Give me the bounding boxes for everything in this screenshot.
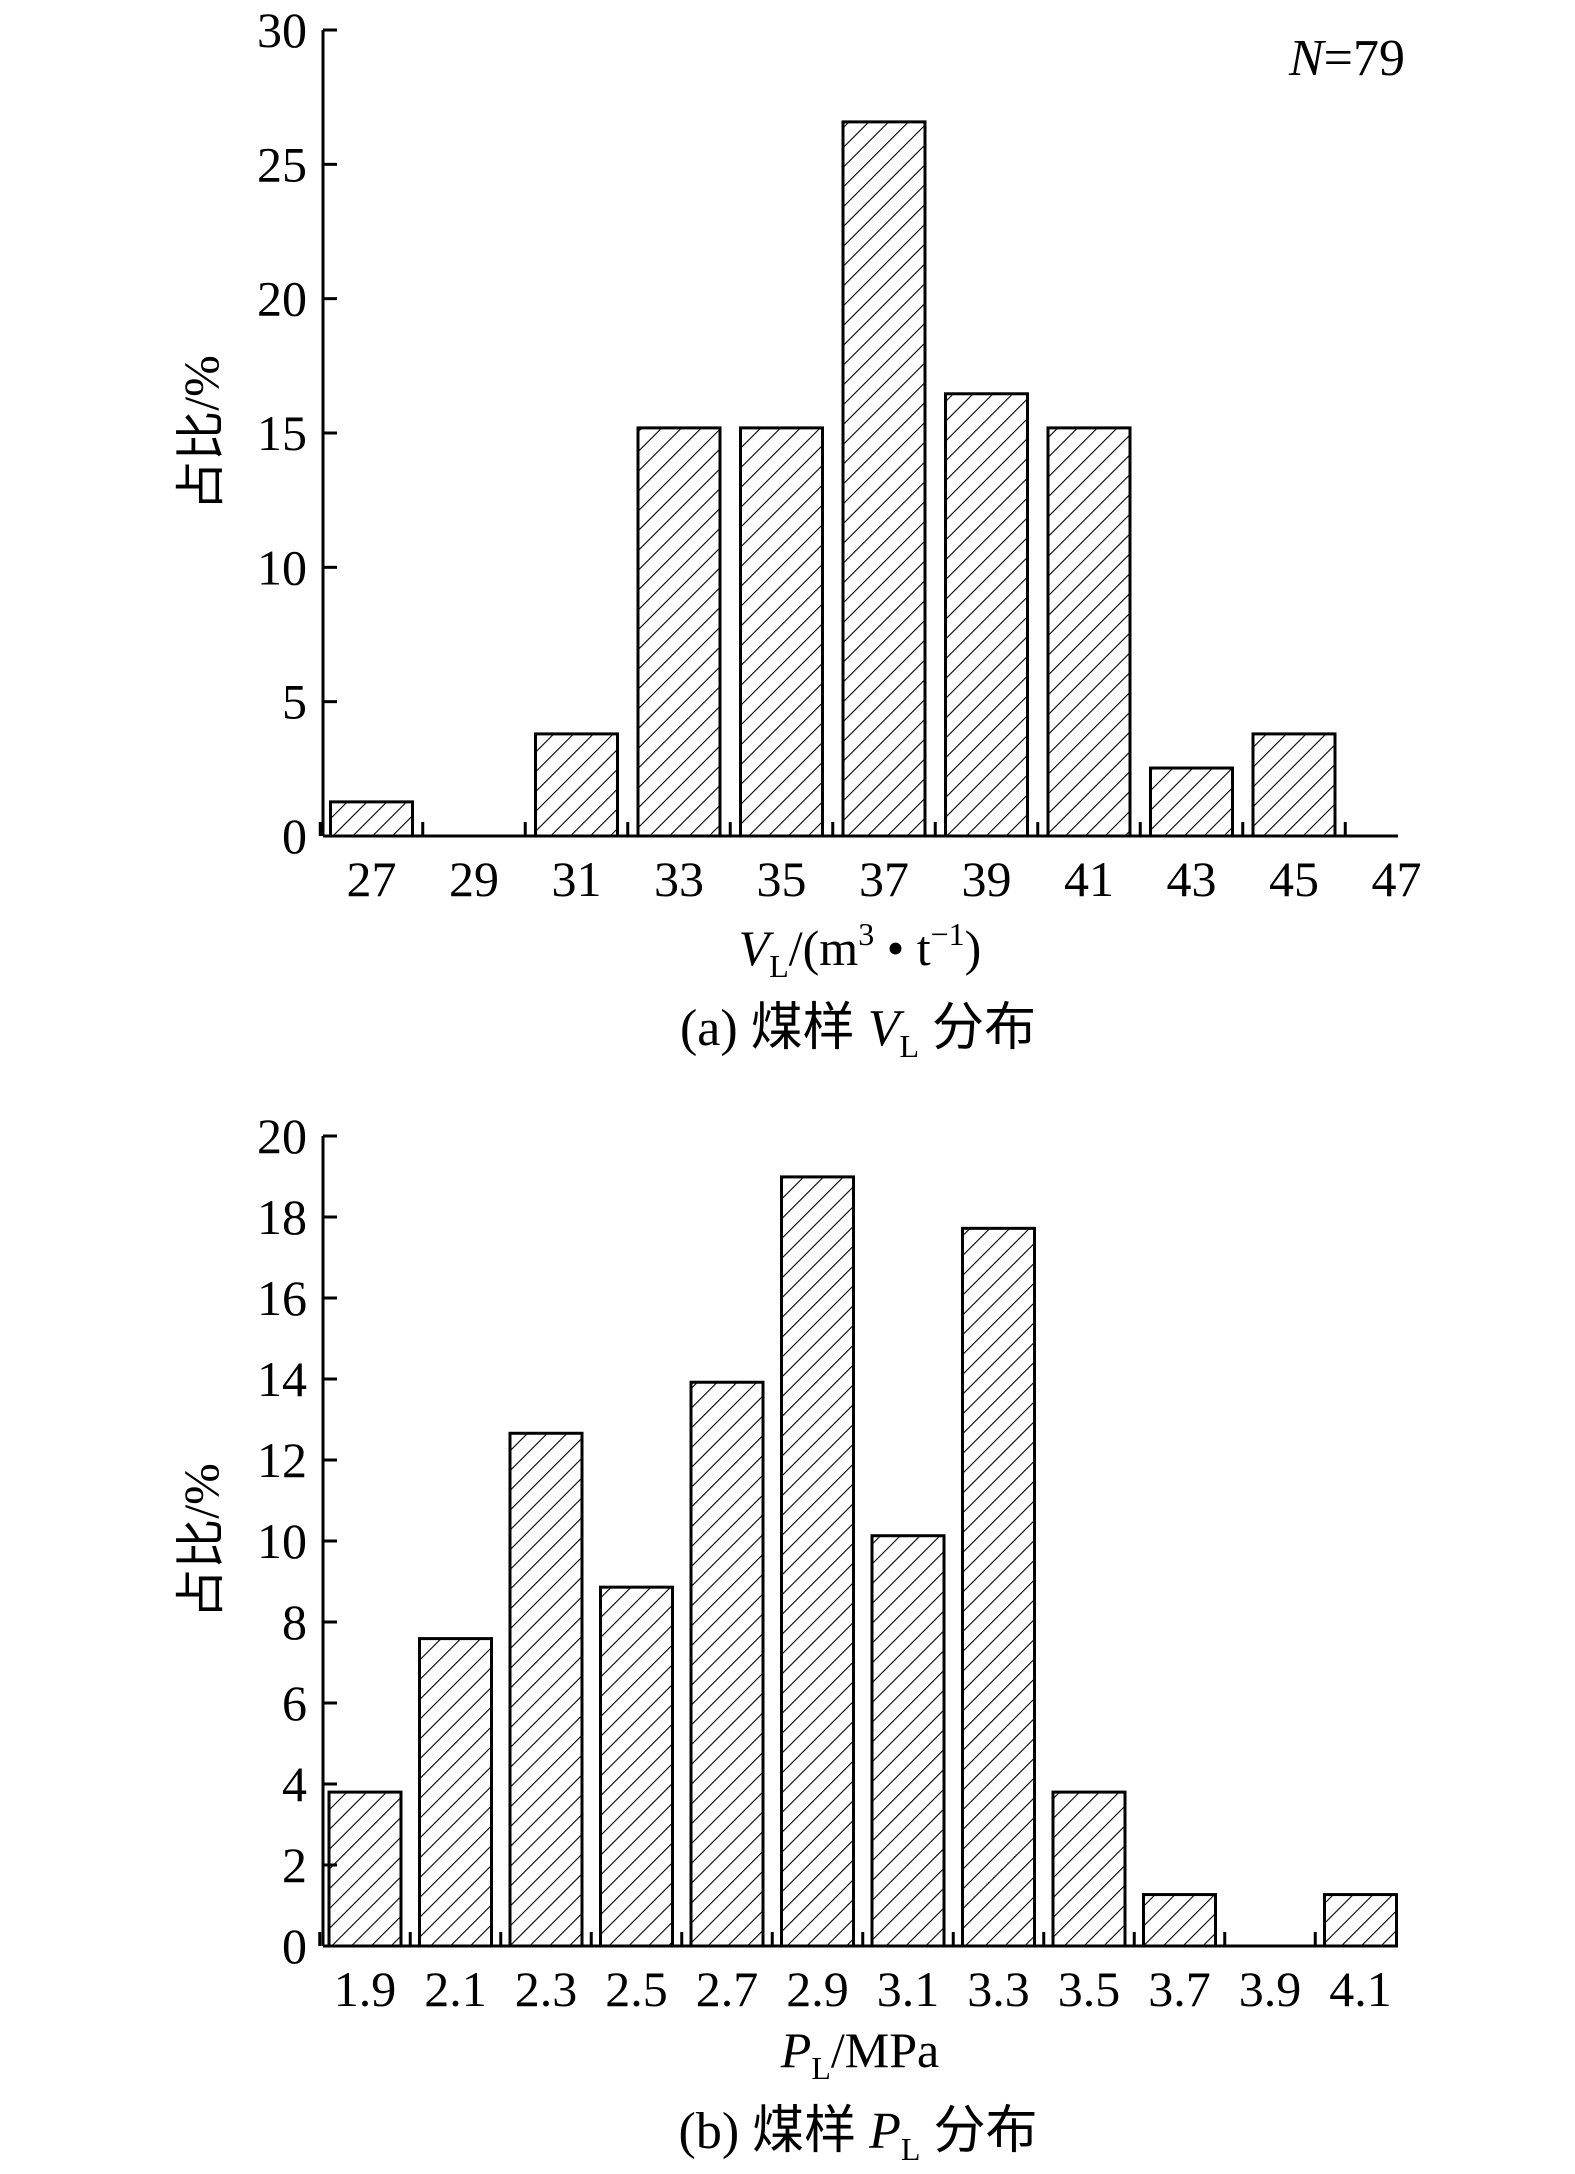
y-tick-label: 8	[282, 1594, 307, 1650]
x-tick-label: 3.3	[967, 1961, 1030, 2017]
chart-b-x-label: PL/MPa	[780, 2022, 939, 2086]
bar	[508, 1431, 584, 1948]
y-tick-label: 20	[257, 271, 307, 327]
bar	[418, 1637, 493, 1948]
x-tick-label: 2.5	[605, 1961, 668, 2017]
bar	[327, 1790, 403, 1948]
bar	[780, 1175, 855, 1948]
chart-b-y-ticks: 0 2 4 6 8 10 12 14 16 18 20	[257, 1108, 337, 1974]
bar	[1149, 766, 1234, 838]
x-tick-label: 2.1	[424, 1961, 487, 2017]
y-tick-label: 0	[282, 1918, 307, 1974]
bar	[1051, 1790, 1127, 1948]
chart-a-x-label: VL/(m3 • t−1)	[739, 916, 982, 984]
chart-b-y-label: 占比/%	[173, 1463, 229, 1619]
x-tick-label: 3.9	[1239, 1961, 1302, 2017]
x-tick-label: 1.9	[334, 1961, 397, 2017]
bar	[599, 1585, 674, 1948]
bar	[329, 800, 414, 838]
x-tick-label: 27	[347, 851, 397, 907]
y-tick-label: 0	[282, 808, 307, 864]
chart-a-y-label: 占比/%	[173, 355, 229, 511]
x-tick-label: 47	[1372, 851, 1422, 907]
bar	[944, 392, 1029, 838]
x-tick-label: 29	[449, 851, 499, 907]
y-tick-label: 20	[257, 1108, 307, 1164]
bar	[689, 1380, 765, 1948]
bar	[739, 426, 824, 838]
y-tick-label: 10	[257, 1513, 307, 1569]
bar	[636, 426, 722, 838]
bar	[1323, 1893, 1398, 1948]
y-tick-label: 6	[282, 1675, 307, 1731]
y-tick-label: 4	[282, 1756, 307, 1812]
y-tick-label: 10	[257, 539, 307, 595]
bar	[870, 1534, 946, 1948]
x-tick-label: 35	[757, 851, 807, 907]
x-tick-label: 3.5	[1058, 1961, 1121, 2017]
chart-a: 0 5 10 15 20 25 30 27 29 31 33 35 37 39 41 43 45 47 占比/%…	[173, 2, 1422, 1064]
x-tick-label: 41	[1064, 851, 1114, 907]
x-tick-label: 2.3	[515, 1961, 578, 2017]
chart-a-y-ticks: 0 5 10 15 20 25 30	[257, 2, 337, 864]
x-tick-label: 3.7	[1148, 1961, 1211, 2017]
y-tick-label: 16	[257, 1270, 307, 1326]
chart-b-x-ticks: 1.9 2.1 2.3 2.5 2.7 2.9 3.1 3.3 3.5 3.7 3.9 4.1	[318, 1932, 1392, 2017]
x-tick-label: 2.7	[696, 1961, 759, 2017]
chart-a-bars	[329, 120, 1337, 838]
x-tick-label: 43	[1167, 851, 1217, 907]
x-tick-label: 33	[654, 851, 704, 907]
chart-b-caption: (b) 煤样 PL 分布	[679, 2103, 1038, 2167]
bar	[1251, 732, 1337, 838]
x-tick-label: 45	[1269, 851, 1319, 907]
y-tick-label: 25	[257, 136, 307, 192]
x-tick-label: 2.9	[786, 1961, 849, 2017]
chart-a-x-ticks: 27 29 31 33 35 37 39 41 43 45 47	[318, 822, 1422, 907]
chart-b-bars	[327, 1175, 1398, 1948]
chart-a-caption: (a) 煤样 VL 分布	[680, 1000, 1036, 1064]
x-tick-label: 39	[962, 851, 1012, 907]
y-tick-label: 12	[257, 1432, 307, 1488]
y-tick-label: 18	[257, 1189, 307, 1245]
x-tick-label: 3.1	[877, 1961, 940, 2017]
y-tick-label: 5	[282, 674, 307, 730]
chart-a-annotation: N=79	[1288, 30, 1405, 87]
bar	[1046, 426, 1132, 838]
x-tick-label: 31	[552, 851, 602, 907]
x-tick-label: 37	[859, 851, 909, 907]
y-tick-label: 30	[257, 2, 307, 58]
bar	[961, 1226, 1036, 1948]
y-tick-label: 2	[282, 1837, 307, 1893]
y-tick-label: 14	[257, 1351, 307, 1407]
bar	[841, 120, 927, 838]
bar	[534, 732, 619, 838]
x-tick-label: 4.1	[1329, 1961, 1392, 2017]
chart-b: 0 2 4 6 8 10 12 14 16 18 20 1.9 2.1 2.3 2.5 2.7 2.9 3.1 3…	[173, 1108, 1398, 2167]
y-tick-label: 15	[257, 405, 307, 461]
bar	[1142, 1893, 1217, 1948]
